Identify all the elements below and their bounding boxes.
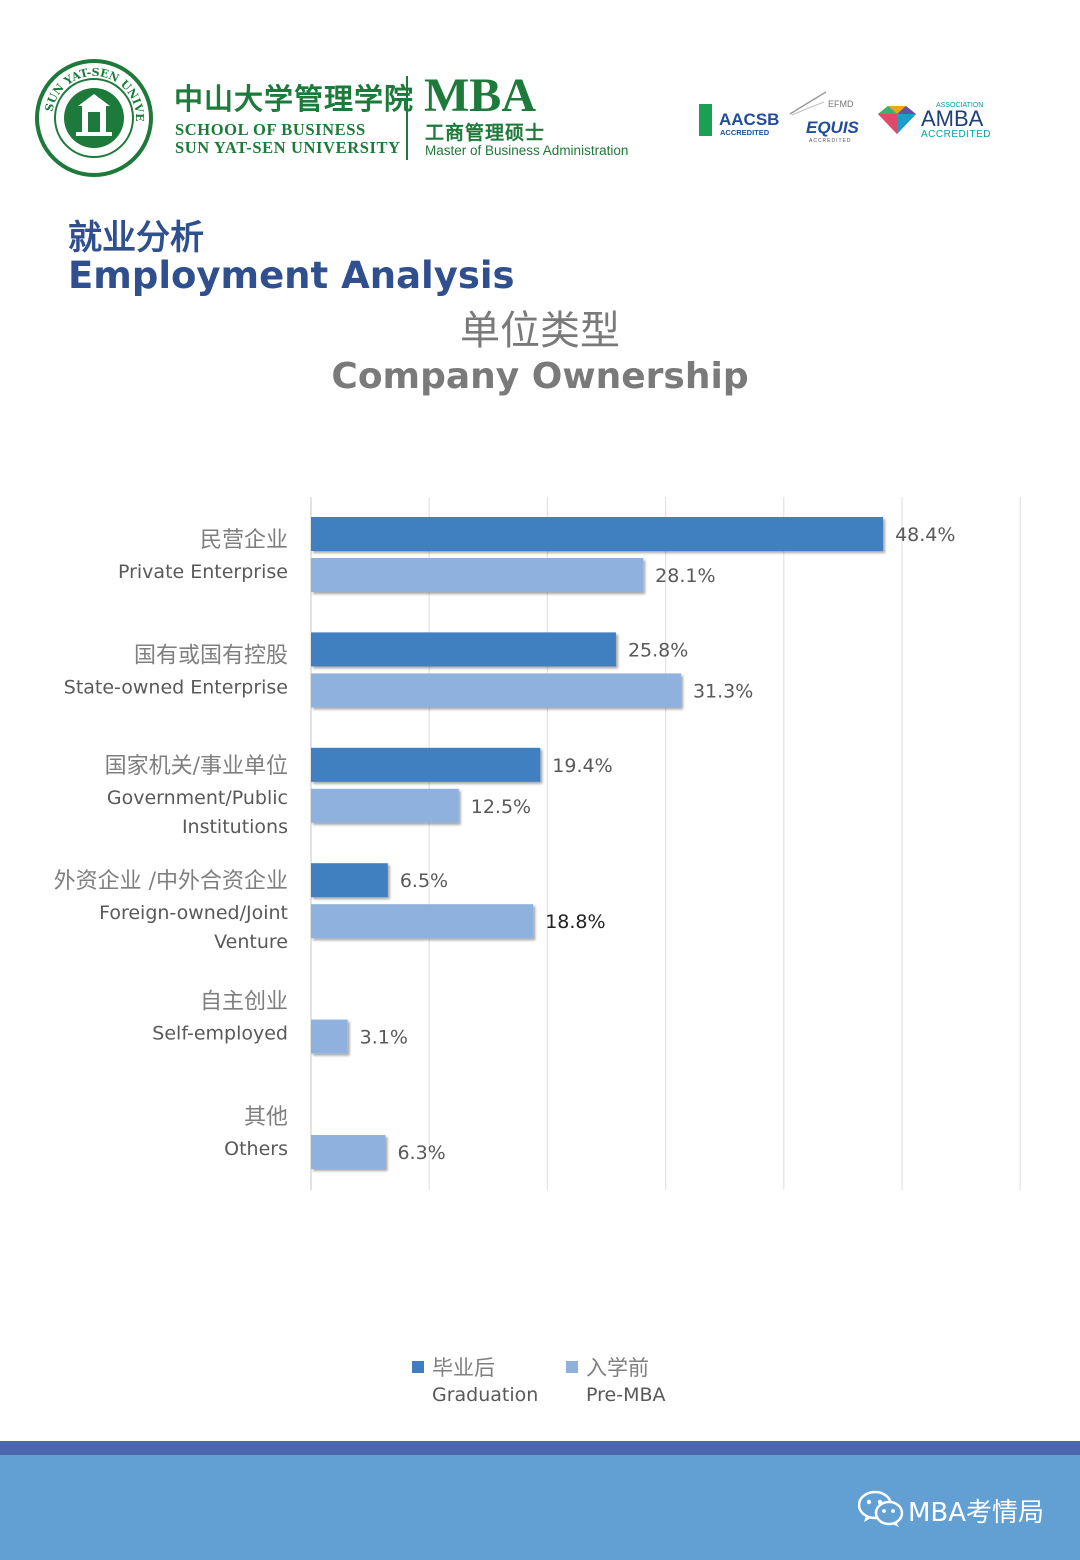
value-label-pre-mba: 28.1% <box>655 565 715 587</box>
amba-gem-icon <box>878 106 916 134</box>
category-label-en: Venture <box>214 931 288 953</box>
value-label-pre-mba: 12.5% <box>471 796 531 818</box>
category-label-cn: 自主创业 <box>200 990 288 1015</box>
category-label-cn: 其他 <box>244 1105 288 1130</box>
value-label-graduation: 19.4% <box>552 755 612 777</box>
legend-label-en: Graduation <box>432 1384 539 1406</box>
bar-graduation <box>311 747 541 782</box>
value-label-graduation: 6.5% <box>400 870 448 892</box>
header-divider <box>406 76 408 160</box>
category-label-cn: 国家机关/事业单位 <box>105 754 288 779</box>
mba-name-en: Master of Business Administration <box>425 143 629 158</box>
amba-association: ASSOCIATION <box>936 102 984 109</box>
value-label-pre-mba: 3.1% <box>360 1027 408 1049</box>
legend-label-en: Pre-MBA <box>586 1384 666 1406</box>
value-label-pre-mba: 31.3% <box>693 680 753 702</box>
bar-pre-mba <box>311 673 681 708</box>
bar-graduation <box>311 517 884 551</box>
category-label-en: Self-employed <box>152 1023 288 1045</box>
wechat-icon <box>858 1490 904 1527</box>
category-label-en: Foreign-owned/Joint <box>99 902 288 924</box>
bar-pre-mba <box>311 1135 386 1169</box>
section-title-cn: 就业分析 <box>68 218 204 258</box>
value-label-pre-mba: 6.3% <box>397 1142 445 1164</box>
school-name-cn: 中山大学管理学院 <box>174 82 415 116</box>
equis-accredited: ACCREDITED <box>809 138 852 144</box>
amba-accredited: ACCREDITED <box>921 129 992 140</box>
category-label-en: State-owned Enterprise <box>64 676 288 698</box>
footer-brand-text: MBA考情局 <box>908 1498 1045 1528</box>
footer-accent-bar <box>0 1441 1080 1455</box>
mba-logo-text: MBA <box>424 69 536 122</box>
legend-swatch-graduation <box>412 1361 424 1373</box>
chart-title-en: Company Ownership <box>331 356 749 397</box>
aacsb-accredited: ACCREDITED <box>720 128 770 137</box>
category-label-cn: 民营企业 <box>200 528 288 553</box>
efmd-label: EFMD <box>828 99 854 109</box>
category-label-en: Institutions <box>182 816 288 838</box>
mba-name-cn: 工商管理硕士 <box>425 122 546 144</box>
bar-pre-mba <box>311 788 459 823</box>
chart-title-cn: 单位类型 <box>460 308 620 354</box>
legend-label-cn: 入学前 <box>586 1356 649 1380</box>
bar-graduation <box>311 863 388 898</box>
value-label-pre-mba: 18.8% <box>545 911 605 933</box>
aacsb-logo: AACSB <box>719 110 780 129</box>
bar-pre-mba <box>311 558 644 592</box>
bar-graduation <box>311 632 616 667</box>
legend-swatch-pre-mba <box>566 1361 578 1373</box>
category-label-en: Private Enterprise <box>118 561 288 583</box>
category-label-cn: 国有或国有控股 <box>134 643 288 668</box>
category-label-en: Others <box>224 1138 288 1160</box>
category-label-en: Government/Public <box>107 787 288 809</box>
value-label-graduation: 25.8% <box>628 639 688 661</box>
school-name-en: SCHOOL OF BUSINESS SUN YAT-SEN UNIVERSIT… <box>175 120 401 157</box>
bar-pre-mba <box>311 1019 348 1054</box>
bar-pre-mba <box>311 904 534 939</box>
section-title-en: Employment Analysis <box>68 254 515 297</box>
university-seal-logo: 中山大學 SUN YAT-SEN UNIVERSITY <box>34 58 153 177</box>
amba-logo: AMBA <box>921 106 984 131</box>
aacsb-logo-mark <box>699 104 712 136</box>
equis-swoosh-icon <box>789 91 827 116</box>
legend-label-cn: 毕业后 <box>432 1356 495 1380</box>
category-label-cn: 外资企业 /中外合资企业 <box>54 869 288 894</box>
equis-logo: EQUIS <box>806 118 859 137</box>
value-label-graduation: 48.4% <box>895 524 955 546</box>
